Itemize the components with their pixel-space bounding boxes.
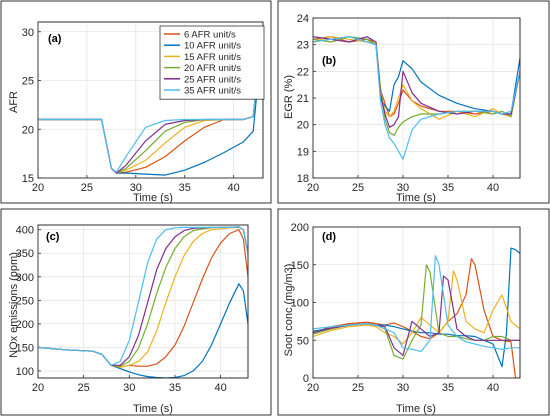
panel-d-frame <box>277 208 550 416</box>
panel-b-tag: (b) <box>322 55 336 67</box>
panel-b-xtick-label: 35 <box>442 182 454 194</box>
panel-c-ytick-label: 350 <box>16 248 34 260</box>
panel-a-frame <box>0 0 272 204</box>
panel-b-ylabel: EGR (%) <box>283 75 295 119</box>
panel-b-ytick-label: 18 <box>297 173 309 185</box>
panel-b-ytick-label: 24 <box>297 13 309 25</box>
panel-a-xtick-label: 30 <box>130 182 142 194</box>
panel-b-series-line-4 <box>313 36 520 136</box>
panel-b-plot: 20 25 30 35 40 18 19 20 21 22 23 24 <box>297 13 521 194</box>
panel-b: 20 25 30 35 40 18 19 20 21 22 23 24 (b) Time (s) EG… <box>277 0 550 204</box>
panel-a-xtick-label: 25 <box>81 182 93 194</box>
panel-c: 20 25 30 35 40 100 150 200 250 300 350 400 (c) Time… <box>0 208 272 416</box>
panel-b-frame <box>277 0 550 204</box>
panel-d-tag: (d) <box>322 231 336 243</box>
panel-c-plot: 20 25 30 35 40 100 150 200 250 300 350 400 <box>16 224 249 394</box>
panel-c-ytick-label: 150 <box>16 342 34 354</box>
panel-c-axes-border <box>37 224 249 379</box>
panel-b-ytick-label: 22 <box>297 66 309 78</box>
panel-d-plot: 20 25 30 35 40 0 50 100 150 200 <box>291 222 521 394</box>
panel-d-ytick-label: 50 <box>297 335 309 347</box>
legend-entry: 10 AFR unit/s <box>184 41 241 52</box>
panel-c-ylabel: NOx emissions (ppm) <box>8 252 20 358</box>
panel-c-xlabel: Time (s) <box>133 403 173 415</box>
panel-a-series-group <box>38 31 263 176</box>
panel-b-xtick-label: 30 <box>397 182 409 194</box>
panel-b-xlabel: Time (s) <box>396 192 436 204</box>
panel-a-xtick-label: 20 <box>32 182 44 194</box>
legend-entry: 15 AFR unit/s <box>184 52 241 63</box>
panel-d-ytick-label: 100 <box>291 298 309 310</box>
panel-a-tag: (a) <box>48 33 62 45</box>
legend-entry: 6 AFR unit/s <box>184 30 236 41</box>
panel-c-ytick-label: 400 <box>16 225 34 237</box>
panel-c-series-line-6 <box>38 226 248 366</box>
panel-b-series-group <box>313 36 520 160</box>
panel-c-xtick-label: 40 <box>214 382 226 394</box>
legend-entry: 35 AFR unit/s <box>184 86 241 97</box>
panel-a-ytick-label: 20 <box>22 124 34 136</box>
panel-a-ytick-label: 25 <box>22 76 34 88</box>
panel-d-ylabel: Soot conc (mg/m3) <box>283 264 295 357</box>
panel-c-ytick-label: 100 <box>16 366 34 378</box>
panel-a-ytick-label: 15 <box>22 173 34 185</box>
panel-d-series-group <box>313 247 520 378</box>
panel-b-series-line-6 <box>313 36 520 160</box>
panel-c-series-group <box>38 226 248 378</box>
panel-d-series-line-3 <box>313 270 520 345</box>
panel-b-ytick-label: 23 <box>297 40 309 52</box>
panel-d-xtick-label: 25 <box>352 382 364 394</box>
panel-b-ytick-label: 19 <box>297 146 309 158</box>
legend-entry: 25 AFR unit/s <box>184 74 241 85</box>
panel-c-ytick-label: 250 <box>16 295 34 307</box>
panel-d-ytick-label: 150 <box>291 260 309 272</box>
legend: 6 AFR unit/s10 AFR unit/s15 AFR unit/s20… <box>159 25 265 100</box>
panel-a-xtick-label: 35 <box>179 182 191 194</box>
panel-a-ylabel: AFR <box>8 91 20 113</box>
panel-a-axes-border <box>37 21 264 179</box>
panel-b-xtick-label: 25 <box>352 182 364 194</box>
panel-c-tag: (c) <box>46 231 60 243</box>
panel-a-series-line-6 <box>38 31 263 173</box>
panel-d-series-line-6 <box>313 255 520 353</box>
legend-box <box>159 25 265 100</box>
panel-c-xtick-label: 20 <box>32 382 44 394</box>
panel-b-ytick-label: 20 <box>297 120 309 132</box>
legend-entry: 20 AFR unit/s <box>184 63 241 74</box>
panel-a-ytick-label: 30 <box>22 27 34 39</box>
panel-d-xtick-label: 20 <box>307 382 319 394</box>
panel-a-xtick-label: 40 <box>228 182 240 194</box>
panel-d-axes-border <box>312 226 521 379</box>
panel-c-axes <box>37 224 249 379</box>
panel-d-xtick-label: 30 <box>397 382 409 394</box>
panel-a-xlabel: Time (s) <box>133 192 173 204</box>
panel-d-ytick-label: 200 <box>291 222 309 234</box>
panel-c-ytick-label: 300 <box>16 272 34 284</box>
panel-c-ytick-label: 200 <box>16 319 34 331</box>
panel-c-xtick-label: 30 <box>123 382 135 394</box>
panel-d: 20 25 30 35 40 0 50 100 150 200 (d) Time (s) Soot… <box>277 208 550 416</box>
panel-b-xtick-label: 20 <box>307 182 319 194</box>
panel-c-xtick-label: 35 <box>169 382 181 394</box>
panel-c-frame <box>0 208 272 416</box>
panel-d-xlabel: Time (s) <box>396 403 436 415</box>
panel-b-ytick-label: 21 <box>297 93 309 105</box>
panel-d-xtick-label: 35 <box>442 382 454 394</box>
panel-b-xtick-label: 40 <box>487 182 499 194</box>
panel-b-axes-border <box>312 17 521 179</box>
panel-d-xtick-label: 40 <box>487 382 499 394</box>
panel-d-ytick-label: 0 <box>303 373 309 385</box>
panel-c-xtick-label: 25 <box>78 382 90 394</box>
